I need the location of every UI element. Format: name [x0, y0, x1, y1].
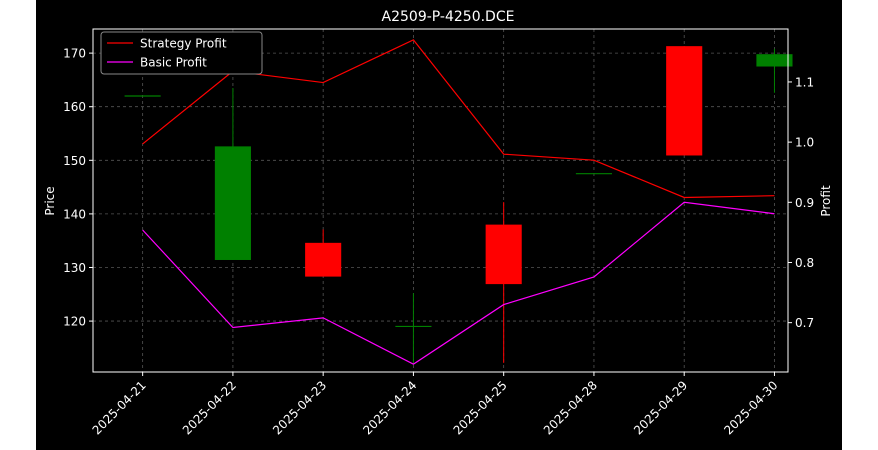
- y2-tick-label: 1.1: [795, 75, 814, 89]
- candle-body: [485, 224, 522, 285]
- chart-figure: A2509-P-4250.DCE 120 130 140 150 160 170 0.7 0.…: [36, 0, 842, 450]
- y-axis-label: Price: [43, 186, 57, 215]
- y2-axis-label: Profit: [819, 185, 833, 217]
- y2-tick-label: 0.7: [795, 316, 814, 330]
- x-tick-label: 2025-04-29: [631, 378, 690, 437]
- x-tick-label: 2025-04-28: [541, 378, 600, 437]
- y-tick-label: 120: [63, 315, 86, 329]
- y-tick-label: 160: [63, 100, 86, 114]
- y-tick-label: 150: [63, 154, 86, 168]
- legend-label-strategy-profit: Strategy Profit: [140, 37, 227, 51]
- series-line-basic-profit: [142, 201, 775, 365]
- x-tick-label: 2025-04-22: [180, 378, 239, 437]
- x-tick-label: 2025-04-21: [90, 378, 149, 437]
- candles: [124, 46, 793, 365]
- legend-label-basic-profit: Basic Profit: [140, 56, 207, 70]
- chart-title: A2509-P-4250.DCE: [382, 9, 515, 25]
- candle-body: [214, 146, 251, 260]
- candle-body: [666, 46, 703, 156]
- legend-box: [100, 31, 263, 75]
- y2-tick-label: 1.0: [795, 136, 814, 150]
- plot-frame: [92, 28, 789, 373]
- x-tick-label: 2025-04-30: [721, 378, 780, 437]
- y-tick-label: 130: [63, 261, 86, 275]
- x-tick-label: 2025-04-23: [270, 378, 329, 437]
- x-tick-label: 2025-04-24: [360, 378, 419, 437]
- candle-body: [756, 54, 793, 67]
- y-tick-label: 170: [63, 47, 86, 61]
- candlestick-chart: A2509-P-4250.DCE 120 130 140 150 160 170 0.7 0.…: [43, 9, 833, 437]
- candle-body: [305, 242, 342, 277]
- y2-tick-label: 0.9: [795, 196, 814, 210]
- legend: Strategy Profit Basic Profit: [100, 31, 263, 75]
- y2-tick-label: 0.8: [795, 256, 814, 270]
- x-tick-label: 2025-04-25: [451, 378, 510, 437]
- y-tick-label: 140: [63, 207, 86, 221]
